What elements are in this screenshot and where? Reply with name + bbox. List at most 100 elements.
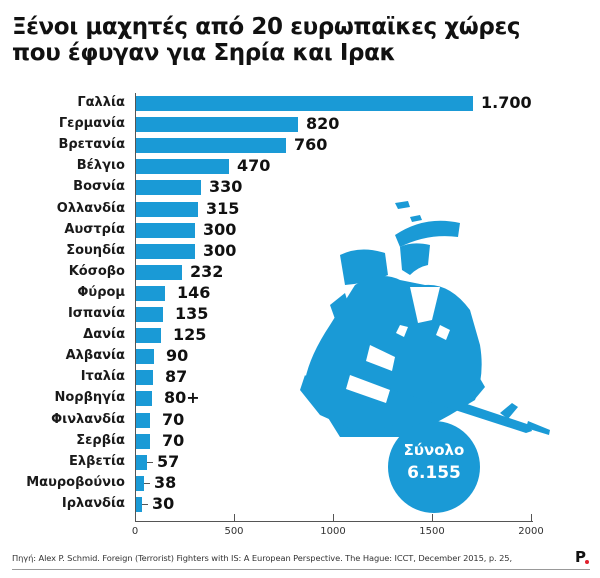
x-tick-label: 1500 (419, 526, 445, 537)
category-label: Κόσοβο (68, 263, 125, 279)
category-label: Σουηδία (66, 242, 125, 258)
category-label: Αυστρία (64, 221, 125, 237)
total-label: Σύνολο (403, 441, 465, 459)
x-tick (234, 514, 235, 522)
title-line-1: Ξένοι μαχητές από 20 ευρωπαϊκες χώρες (12, 14, 521, 40)
bar-row: Ελβετία 57 (0, 452, 600, 473)
category-label: Γαλλία (77, 95, 125, 110)
value-label: 57 (157, 451, 180, 471)
value-label: 300 (203, 240, 237, 260)
x-tick (333, 514, 334, 522)
value-label: 30 (152, 493, 175, 513)
value-label: 470 (237, 156, 271, 176)
bar (136, 349, 154, 365)
bar (136, 328, 161, 344)
category-label: Ισπανία (67, 306, 125, 321)
category-label: Νορβηγία (54, 390, 125, 406)
bar (136, 138, 286, 154)
bar-row: Δανία 125 (0, 325, 600, 346)
soldier-silhouette-icon (300, 201, 550, 437)
value-label: 125 (173, 325, 207, 345)
category-label: Ιρλανδία (61, 495, 125, 511)
bar-row: Κόσοβο 232 (0, 262, 600, 283)
bar-row: Βρετανία 760 (0, 135, 600, 156)
category-label: Βρετανία (58, 137, 125, 153)
total-badge: Σύνολο 6.155 (388, 421, 480, 513)
value-label: 135 (175, 304, 209, 323)
bar-row: Βέλγιο 470 (0, 156, 600, 177)
value-label: 90 (166, 346, 189, 366)
value-label: 87 (165, 367, 188, 387)
x-tick-label: 1000 (320, 526, 346, 537)
value-label: 146 (177, 282, 211, 302)
bar-row: Σερβία 70 (0, 431, 600, 452)
x-tick (531, 514, 532, 522)
bar-row: Ιταλία 87 (0, 367, 600, 388)
bar (136, 243, 195, 259)
bar-row: Γερμανία 820 (0, 114, 600, 135)
bar-row: Αυστρία 300 (0, 220, 600, 241)
bar (136, 475, 144, 491)
title-line-2: που έφυγαν για Σηρία και Ιρακ (12, 40, 396, 66)
value-label: 760 (294, 135, 328, 155)
bar-row: Γαλλία 1.700 (0, 93, 600, 114)
bar-row: Ολλανδία 315 (0, 199, 600, 220)
bar (136, 454, 147, 470)
x-tick (432, 514, 433, 522)
y-axis-line (135, 93, 136, 522)
category-label: Ελβετία (69, 453, 125, 469)
bar (136, 96, 473, 111)
bar-row: Ιρλανδία 30 (0, 494, 600, 515)
bar (136, 412, 150, 428)
leader-line (147, 461, 153, 463)
leader-line (142, 503, 148, 505)
category-label: Βέλγιο (76, 158, 125, 174)
logo-dot-icon (585, 560, 589, 564)
bar (136, 285, 165, 301)
publisher-logo: P (575, 548, 586, 566)
category-label: Σερβία (76, 432, 125, 448)
bar-row: Νορβηγία 80+ (0, 388, 600, 409)
bar (136, 391, 152, 407)
category-label: Γερμανία (58, 116, 125, 132)
total-value: 6.155 (407, 463, 461, 483)
x-tick-label: 500 (224, 526, 244, 537)
category-label: Ολλανδία (56, 200, 125, 216)
value-label: 38 (154, 472, 177, 492)
value-label: 70 (162, 409, 185, 429)
value-label: 315 (206, 198, 240, 218)
bar (136, 370, 153, 386)
x-tick-label: 2000 (518, 526, 544, 537)
bar-row: Φύρομ 146 (0, 283, 600, 304)
chart-title: Ξένοι μαχητές από 20 ευρωπαϊκες χώρες πο… (12, 14, 592, 66)
x-tick (135, 514, 136, 522)
bar-row: Σουηδία 300 (0, 241, 600, 262)
bar-row: Μαυροβούνιο 38 (0, 473, 600, 494)
value-label: 300 (203, 219, 237, 239)
bar-row: Φινλανδία 70 (0, 410, 600, 431)
value-label: 330 (209, 177, 243, 197)
bar (136, 201, 198, 217)
bar (136, 496, 142, 512)
x-tick-label: 0 (131, 526, 139, 537)
bar (136, 307, 163, 322)
bar-row: Ισπανία 135 (0, 304, 600, 325)
footer-divider (12, 569, 590, 570)
x-axis-line (135, 521, 533, 522)
category-label: Βοσνία (73, 179, 125, 195)
category-label: Δανία (83, 327, 125, 343)
category-label: Φύρομ (77, 284, 125, 300)
bar (136, 264, 182, 280)
source-note: Πηγή: Alex P. Schmid. Foreign (Terrorist… (12, 553, 513, 563)
bar (136, 433, 150, 449)
bar (136, 159, 229, 175)
value-label: 70 (162, 430, 185, 450)
bar (136, 222, 195, 238)
bar-row: Αλβανία 90 (0, 346, 600, 367)
category-label: Αλβανία (65, 348, 125, 364)
bar-row: Βοσνία 330 (0, 177, 600, 198)
category-label: Μαυροβούνιο (26, 474, 125, 490)
category-label: Ιταλία (80, 369, 125, 385)
leader-line (144, 482, 150, 484)
bar (136, 180, 201, 196)
